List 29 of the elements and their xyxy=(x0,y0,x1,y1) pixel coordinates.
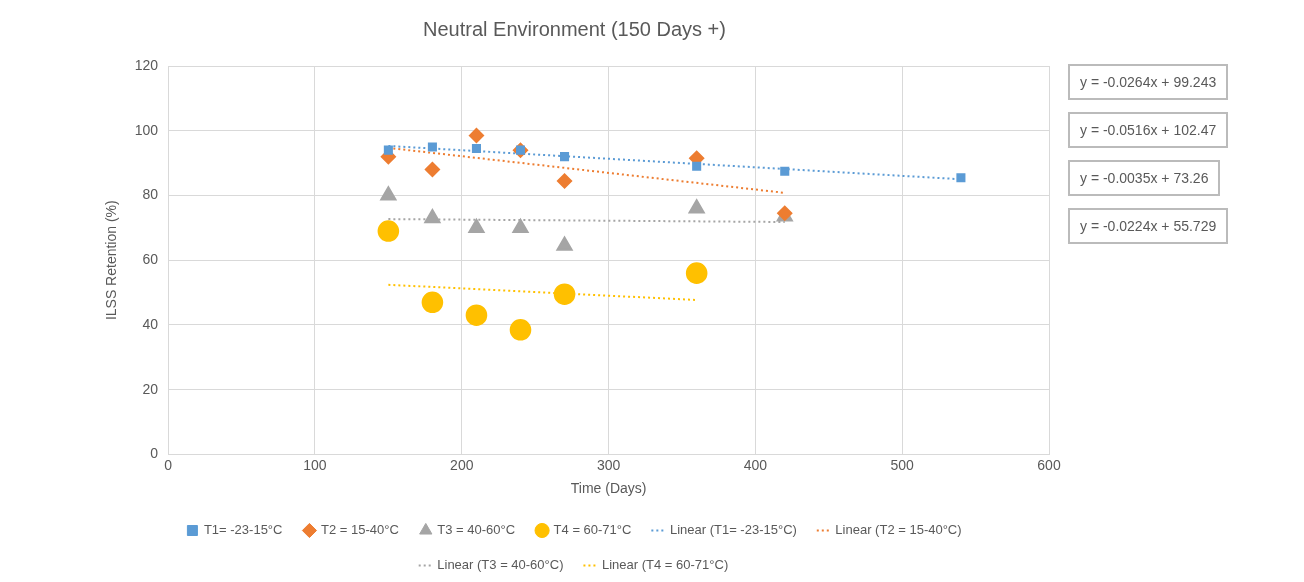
x-tick-label: 200 xyxy=(450,456,474,473)
legend-label: T2 = 15-40°C xyxy=(320,522,399,538)
x-tick-label: 300 xyxy=(596,456,621,473)
text: y = -0.0264x + 99.243 xyxy=(1068,64,1229,100)
legend-label: Linear (T1= -23-15°C) xyxy=(669,522,797,538)
legend-label: T4 = 60-71°C xyxy=(553,522,632,538)
x-tick-label: 600 xyxy=(1037,456,1061,473)
x-axis-title: Time (Days) xyxy=(570,480,647,497)
y-tick-label: 20 xyxy=(142,380,159,397)
y-tick-label: 100 xyxy=(134,121,159,138)
y-tick-label: 60 xyxy=(142,251,159,268)
x-tick-label: 100 xyxy=(303,456,327,473)
legend-label: T3 = 40-60°C xyxy=(437,522,516,538)
legend-label: Linear (T4 = 60-71°C) xyxy=(602,557,729,573)
text: y = -0.0516x + 102.47 xyxy=(1068,112,1229,148)
y-tick-label: 120 xyxy=(134,56,159,73)
y-tick-label: 0 xyxy=(150,445,159,462)
text: y = -0.0035x + 73.26 xyxy=(1068,160,1221,196)
y-tick-label: 40 xyxy=(142,315,159,332)
x-tick-label: 500 xyxy=(890,456,915,473)
y-tick-label: 80 xyxy=(142,186,159,203)
legend-label: Linear (T2 = 15-40°C) xyxy=(835,522,962,538)
x-tick-label: 0 xyxy=(164,456,173,473)
x-tick-label: 400 xyxy=(743,456,768,473)
legend-label: T1= -23-15°C xyxy=(203,522,283,538)
text: y = -0.0224x + 55.729 xyxy=(1068,208,1229,244)
legend-label: Linear (T3 = 40-60°C) xyxy=(437,557,564,573)
chart-title: Neutral Environment (150 Days +) xyxy=(423,17,726,40)
y-axis-title: ILSS Retention (%) xyxy=(103,200,120,321)
